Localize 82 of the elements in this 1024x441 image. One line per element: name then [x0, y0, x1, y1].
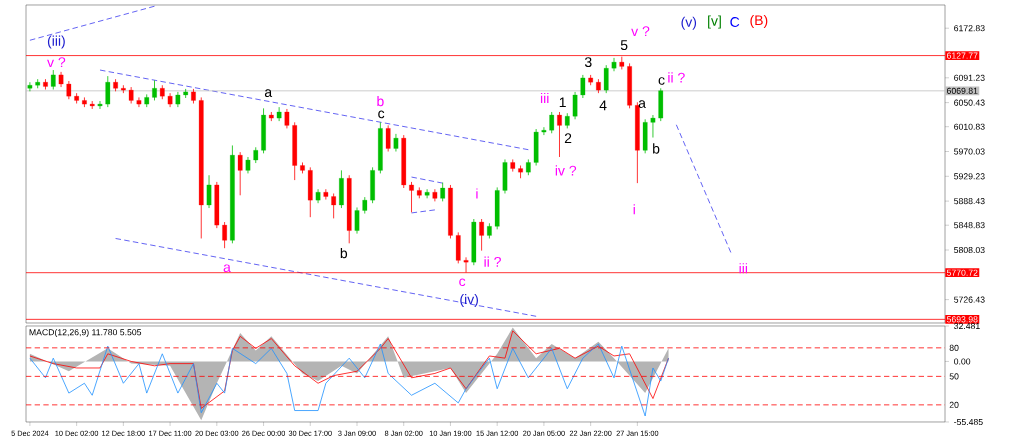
annotation: c — [459, 278, 466, 287]
y-tick-label: 5808.03 — [954, 246, 985, 254]
ref-line-label: 5693.98 — [946, 316, 978, 323]
candlestick — [206, 174, 212, 209]
annotation: 1 — [559, 97, 566, 108]
candlestick — [611, 57, 617, 72]
annotation: (B) — [750, 14, 768, 28]
y-tick-label: -55.485 — [954, 418, 983, 426]
annotation: b — [653, 143, 660, 154]
y-tick-label: 6050.43 — [954, 99, 985, 106]
candlestick — [105, 75, 111, 108]
candlestick — [222, 221, 227, 249]
annotation: [v] — [708, 15, 721, 29]
y2-tick-label: 20 — [949, 401, 959, 408]
candlestick — [136, 97, 142, 108]
annotation: v ? — [631, 26, 650, 37]
candlestick — [323, 188, 329, 200]
annotation: b — [377, 95, 384, 107]
ref-line-label: 5770.72 — [946, 269, 978, 276]
line-series — [29, 343, 669, 417]
y-tick-label: 6172.83 — [954, 25, 985, 32]
chart-title: MACD(12,26,9) 11.780 5.505 — [29, 328, 142, 337]
candlestick — [315, 188, 321, 204]
candlestick — [603, 64, 609, 94]
candlestick — [97, 100, 103, 110]
y-tick-label: 0.00 — [954, 358, 971, 365]
annotation: ii ? — [484, 256, 501, 267]
candlestick — [27, 81, 33, 92]
candlestick — [432, 188, 438, 202]
candlestick — [479, 218, 484, 252]
candlestick — [440, 182, 445, 202]
annotation: a — [638, 100, 646, 108]
annotation: c — [658, 77, 665, 85]
y-tick-label: 6091.23 — [954, 74, 985, 81]
annotation: i — [633, 204, 635, 215]
annotation: (iv) — [460, 293, 478, 308]
candlestick — [572, 91, 578, 120]
annotation: iii — [739, 263, 748, 274]
y-tick-label: 5970.03 — [954, 148, 985, 155]
annotation: (v) — [681, 16, 697, 30]
annotation: v ? — [47, 57, 66, 68]
annotation: iv ? — [555, 165, 577, 176]
annotation: b — [340, 247, 348, 259]
candlestick — [409, 181, 414, 213]
candlestick — [284, 108, 290, 129]
y-tick-label: 32.481 — [954, 322, 980, 330]
candlestick — [276, 106, 282, 122]
candlestick — [152, 79, 157, 101]
candlestick — [167, 92, 173, 108]
y-tick-label: 5929.23 — [954, 173, 985, 180]
y-tick-label: 6010.83 — [954, 123, 985, 130]
candlestick — [541, 126, 547, 136]
annotation: C — [730, 17, 740, 27]
annotation: a — [223, 264, 231, 273]
candlestick — [549, 111, 555, 134]
candlestick — [331, 193, 336, 219]
y-tick-label: 5888.43 — [954, 198, 985, 205]
candlestick — [385, 124, 391, 152]
y2-tick-label: 80 — [949, 344, 959, 351]
candlestick — [424, 188, 430, 199]
candlestick — [66, 80, 72, 100]
candlestick — [354, 207, 360, 235]
annotation: ii ? — [668, 72, 685, 83]
candlestick — [580, 74, 586, 99]
ref-line-label: 6069.81 — [947, 87, 978, 94]
y-tick-label: 5848.83 — [954, 222, 985, 229]
annotation: 5 — [620, 40, 628, 51]
annotation: a — [264, 89, 273, 97]
candlestick — [557, 111, 562, 158]
annotation: iii — [540, 92, 549, 104]
ref-line-label: 6127.77 — [947, 52, 978, 59]
candlestick — [650, 114, 656, 138]
annotation: 2 — [564, 133, 572, 144]
candlestick — [50, 69, 56, 90]
annotation: 4 — [599, 100, 607, 111]
annotation: (iii) — [47, 35, 65, 49]
annotation: i — [476, 188, 478, 199]
y-tick-label: 5726.43 — [954, 296, 985, 303]
annotation: c — [378, 110, 385, 119]
candlestick — [237, 151, 243, 196]
annotation: 3 — [584, 57, 592, 68]
y2-tick-label: 50 — [949, 373, 959, 380]
